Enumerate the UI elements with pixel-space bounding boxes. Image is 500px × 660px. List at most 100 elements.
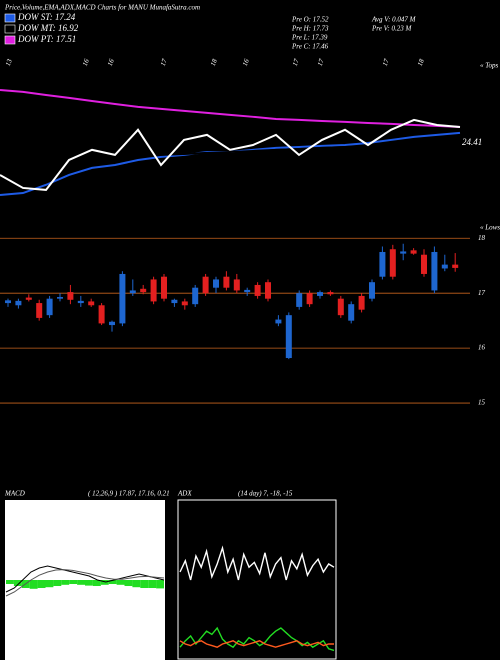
candle-body	[67, 292, 74, 300]
candle-body	[202, 276, 209, 294]
candle-body	[358, 295, 365, 310]
chart-title: Price,Volume,EMA,ADX,MACD Charts for MAN…	[4, 4, 200, 12]
series-line	[5, 569, 165, 597]
histogram-bar	[6, 580, 14, 585]
candle-body	[5, 300, 11, 304]
date-label: 13	[4, 57, 14, 67]
corner-label: « Lows	[480, 224, 500, 232]
histogram-bar	[85, 580, 93, 586]
histogram-bar	[13, 580, 22, 587]
corner-label: « Tops	[480, 62, 499, 70]
series-line	[179, 640, 334, 648]
y-tick-label: 16	[478, 344, 486, 352]
candle-body	[15, 300, 22, 306]
candle-body	[265, 282, 271, 299]
candle-body	[150, 279, 157, 302]
y-tick-label: 18	[478, 234, 486, 242]
candle-body	[348, 304, 355, 321]
candle-body	[129, 290, 136, 294]
histogram-bar	[77, 580, 85, 585]
candle-body	[88, 301, 95, 306]
candle-body	[25, 297, 32, 300]
legend-label: DOW ST: 17.24	[17, 12, 76, 22]
panel-bg	[177, 499, 337, 660]
date-label: 16	[81, 57, 91, 67]
legend-label: DOW PT: 17.51	[17, 34, 76, 44]
info-text: Pre O: 17.52	[291, 16, 329, 24]
candle-body	[389, 249, 396, 277]
info-text: Pre C: 17.46	[291, 43, 329, 51]
candle-body	[213, 279, 219, 288]
histogram-bar	[37, 580, 46, 589]
legend-swatch	[4, 35, 16, 45]
legend-swatch	[4, 13, 16, 23]
candle-body	[275, 319, 282, 324]
histogram-bar	[45, 580, 54, 588]
histogram-bar	[100, 580, 109, 585]
date-label: 17	[316, 57, 326, 67]
panel-title: MACD	[4, 490, 25, 498]
histogram-bar	[108, 580, 117, 585]
candle-body	[306, 293, 313, 305]
candle-body	[171, 299, 178, 304]
candle-body	[140, 288, 147, 293]
info-text: Pre V: 0.23 M	[371, 25, 412, 33]
candle-body	[379, 251, 386, 277]
y-tick-label: 15	[478, 399, 486, 407]
candle-body	[109, 321, 115, 326]
histogram-bar	[116, 580, 125, 585]
panel-subtitle: (14 day) 7, -18, -15	[238, 490, 293, 498]
panel-title: ADX	[177, 490, 192, 498]
info-text: Pre H: 17.73	[291, 25, 329, 33]
candle-body	[46, 298, 53, 316]
histogram-bar	[92, 580, 101, 587]
candle-body	[296, 293, 303, 307]
candle-body	[337, 298, 344, 316]
histogram-bar	[148, 580, 157, 589]
series-line	[0, 138, 461, 156]
date-label: 18	[209, 57, 219, 67]
candle-body	[36, 303, 43, 318]
candle-body	[57, 297, 63, 299]
annotation: 24.41	[462, 137, 482, 147]
candle-body	[369, 282, 375, 299]
candle-body	[327, 292, 334, 295]
panel-subtitle: ( 12,26,9 ) 17.87, 17.16, 0.21	[88, 490, 170, 498]
date-label: 18	[416, 57, 426, 67]
date-label: 17	[381, 57, 391, 67]
histogram-bar	[53, 580, 62, 587]
histogram-bar	[61, 580, 70, 585]
candle-body	[410, 250, 417, 254]
candle-body	[233, 279, 240, 291]
info-text: Pre L: 17.39	[291, 34, 328, 42]
candle-body	[452, 264, 459, 268]
legend-swatch	[4, 24, 16, 34]
histogram-bar	[124, 580, 133, 587]
histogram-bar	[132, 580, 141, 588]
candle-body	[441, 264, 448, 269]
candle-body	[181, 301, 188, 306]
candle-body	[98, 305, 105, 324]
candle-body	[223, 276, 230, 288]
date-label: 17	[291, 57, 301, 67]
candle-body	[244, 289, 251, 293]
y-tick-label: 17	[478, 289, 486, 297]
date-label: 16	[106, 57, 116, 67]
series-line	[179, 545, 335, 581]
candle-body	[254, 284, 261, 296]
candle-body	[400, 251, 407, 254]
candle-body	[317, 292, 323, 296]
candle-body	[192, 287, 199, 305]
histogram-bar	[140, 580, 149, 589]
candle-body	[431, 251, 438, 291]
candle-body	[161, 276, 167, 299]
date-label: 16	[241, 57, 251, 67]
histogram-bar	[156, 580, 164, 589]
series-line	[179, 626, 335, 652]
info-text: Avg V: 0.047 M	[371, 16, 417, 24]
candle-body	[77, 300, 84, 304]
series-line	[0, 131, 461, 196]
series-line	[5, 565, 165, 593]
candle-body	[421, 254, 427, 274]
histogram-bar	[69, 580, 78, 585]
